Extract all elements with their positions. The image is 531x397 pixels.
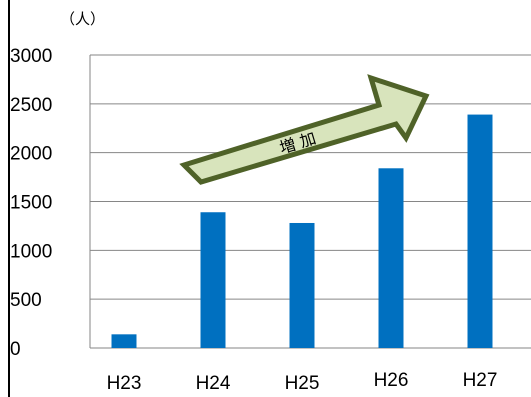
bar-H25 xyxy=(289,222,315,348)
bar-H23 xyxy=(111,334,137,348)
y-tick-label: 2500 xyxy=(10,95,52,116)
gridlines xyxy=(89,54,531,349)
x-tick-label: H26 xyxy=(374,370,409,391)
y-tick-label: 1500 xyxy=(10,193,52,214)
bar-H24 xyxy=(200,212,226,348)
y-tick-label: 1000 xyxy=(10,241,52,262)
x-tick-label: H23 xyxy=(107,373,142,394)
y-axis-unit-label: （人） xyxy=(60,10,105,28)
bar-H27 xyxy=(467,114,493,349)
x-tick-label: H27 xyxy=(463,370,498,391)
x-tick-label: H24 xyxy=(196,373,231,394)
y-tick-label: 3000 xyxy=(10,46,52,67)
bar-H26 xyxy=(378,168,404,348)
y-tick-labels: 0 500 1000 1500 2000 2500 3000 xyxy=(10,46,52,360)
y-tick-label: 0 xyxy=(10,339,21,360)
y-tick-label: 2000 xyxy=(10,144,52,165)
x-tick-labels: H23 H24 H25 H26 H27 xyxy=(107,370,498,394)
bars xyxy=(111,114,493,349)
x-tick-label: H25 xyxy=(285,373,320,394)
y-tick-label: 500 xyxy=(10,290,42,311)
arrow-shape xyxy=(179,74,430,185)
